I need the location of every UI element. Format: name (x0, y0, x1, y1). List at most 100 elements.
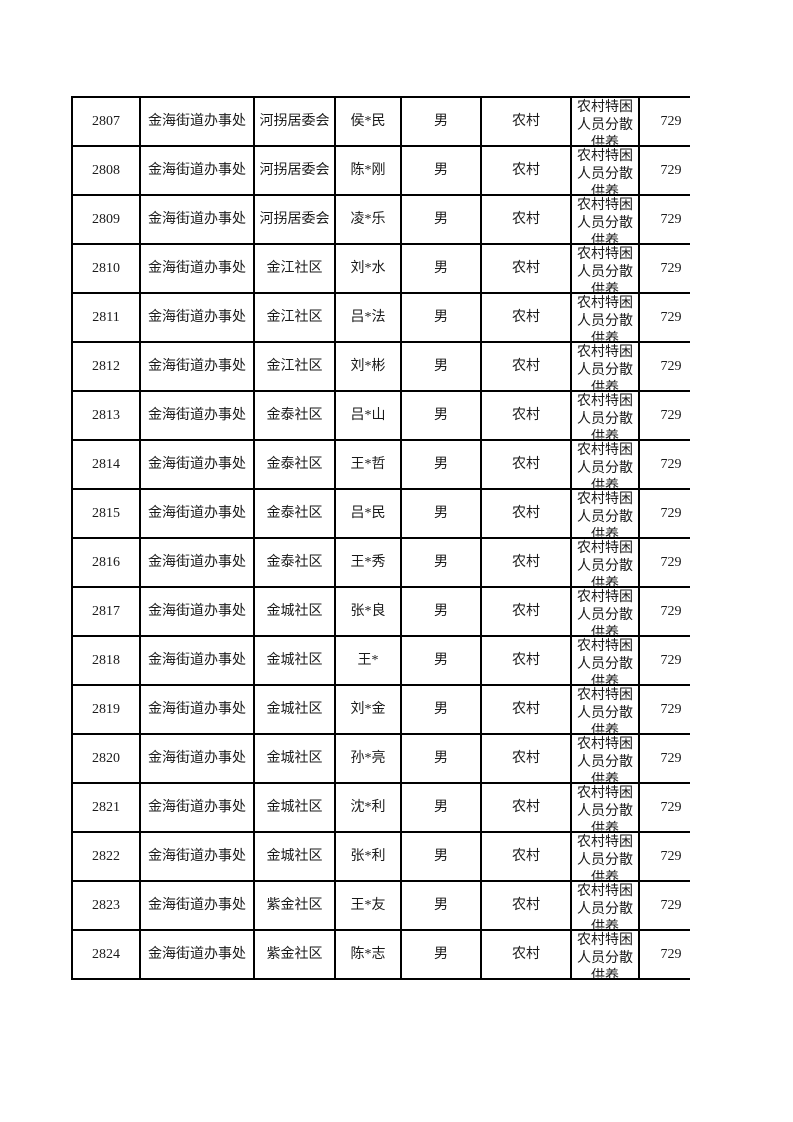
cell-community: 金城社区 (255, 686, 334, 733)
cell-category: 农村特困人员分散供养 (572, 490, 638, 537)
cell-residence: 农村 (482, 196, 570, 243)
cell-gender: 男 (402, 294, 480, 341)
cell-amount: 729 (640, 882, 702, 929)
cell-amount: 729 (640, 343, 702, 390)
cell-community: 金江社区 (255, 343, 334, 390)
cell-office: 金海街道办事处 (141, 98, 253, 145)
cell-name: 王*友 (336, 882, 400, 929)
cell-id: 2810 (73, 245, 139, 292)
cell-residence: 农村 (482, 539, 570, 586)
cell-gender: 男 (402, 735, 480, 782)
cell-office: 金海街道办事处 (141, 735, 253, 782)
category-text: 农村特困人员分散供养 (577, 639, 633, 684)
cell-name: 凌*乐 (336, 196, 400, 243)
cell-name: 孙*亮 (336, 735, 400, 782)
cell-name: 张*良 (336, 588, 400, 635)
category-text: 农村特困人员分散供养 (577, 835, 633, 880)
cell-amount: 729 (640, 637, 702, 684)
cell-residence: 农村 (482, 98, 570, 145)
cell-name: 王*秀 (336, 539, 400, 586)
cell-amount: 729 (640, 294, 702, 341)
cell-office: 金海街道办事处 (141, 343, 253, 390)
cell-community: 金泰社区 (255, 441, 334, 488)
cell-name: 王*哲 (336, 441, 400, 488)
cell-gender: 男 (402, 490, 480, 537)
cell-amount: 729 (640, 735, 702, 782)
cell-office: 金海街道办事处 (141, 833, 253, 880)
category-text: 农村特困人员分散供养 (577, 296, 633, 341)
cell-category: 农村特困人员分散供养 (572, 686, 638, 733)
cell-category: 农村特困人员分散供养 (572, 98, 638, 145)
cell-id: 2820 (73, 735, 139, 782)
category-text: 农村特困人员分散供养 (577, 443, 633, 488)
cell-residence: 农村 (482, 441, 570, 488)
cell-name: 刘*彬 (336, 343, 400, 390)
category-text: 农村特困人员分散供养 (577, 884, 633, 929)
cell-community: 金江社区 (255, 294, 334, 341)
cell-gender: 男 (402, 245, 480, 292)
cell-gender: 男 (402, 392, 480, 439)
cell-amount: 729 (640, 784, 702, 831)
cell-name: 刘*金 (336, 686, 400, 733)
cell-community: 河拐居委会 (255, 147, 334, 194)
category-text: 农村特困人员分散供养 (577, 492, 633, 537)
cell-name: 陈*刚 (336, 147, 400, 194)
cell-id: 2824 (73, 931, 139, 978)
cell-gender: 男 (402, 539, 480, 586)
cell-gender: 男 (402, 784, 480, 831)
cell-category: 农村特困人员分散供养 (572, 441, 638, 488)
cell-amount: 729 (640, 931, 702, 978)
category-text: 农村特困人员分散供养 (577, 590, 633, 635)
cell-community: 金城社区 (255, 735, 334, 782)
cell-office: 金海街道办事处 (141, 196, 253, 243)
cell-name: 王* (336, 637, 400, 684)
cell-community: 金泰社区 (255, 490, 334, 537)
cell-gender: 男 (402, 833, 480, 880)
cell-community: 金城社区 (255, 784, 334, 831)
cell-amount: 729 (640, 833, 702, 880)
cell-name: 吕*法 (336, 294, 400, 341)
cell-gender: 男 (402, 196, 480, 243)
cell-amount: 729 (640, 441, 702, 488)
cell-name: 陈*志 (336, 931, 400, 978)
cell-office: 金海街道办事处 (141, 441, 253, 488)
cell-residence: 农村 (482, 686, 570, 733)
cell-gender: 男 (402, 931, 480, 978)
cell-community: 河拐居委会 (255, 196, 334, 243)
cell-name: 侯*民 (336, 98, 400, 145)
cell-residence: 农村 (482, 833, 570, 880)
cell-id: 2823 (73, 882, 139, 929)
cell-id: 2817 (73, 588, 139, 635)
cell-gender: 男 (402, 343, 480, 390)
cell-residence: 农村 (482, 392, 570, 439)
cell-residence: 农村 (482, 343, 570, 390)
category-text: 农村特困人员分散供养 (577, 394, 633, 439)
cell-residence: 农村 (482, 637, 570, 684)
cell-category: 农村特困人员分散供养 (572, 196, 638, 243)
cell-amount: 729 (640, 392, 702, 439)
cell-category: 农村特困人员分散供养 (572, 637, 638, 684)
cell-gender: 男 (402, 98, 480, 145)
cell-id: 2809 (73, 196, 139, 243)
cell-id: 2813 (73, 392, 139, 439)
cell-id: 2815 (73, 490, 139, 537)
cell-name: 吕*山 (336, 392, 400, 439)
cell-office: 金海街道办事处 (141, 931, 253, 978)
cell-community: 金泰社区 (255, 392, 334, 439)
cell-id: 2822 (73, 833, 139, 880)
cell-community: 紫金社区 (255, 882, 334, 929)
cell-gender: 男 (402, 686, 480, 733)
cell-category: 农村特困人员分散供养 (572, 784, 638, 831)
cell-amount: 729 (640, 686, 702, 733)
cell-id: 2807 (73, 98, 139, 145)
cell-category: 农村特困人员分散供养 (572, 147, 638, 194)
cell-id: 2816 (73, 539, 139, 586)
cell-office: 金海街道办事处 (141, 882, 253, 929)
cell-office: 金海街道办事处 (141, 637, 253, 684)
cell-gender: 男 (402, 588, 480, 635)
cell-amount: 729 (640, 588, 702, 635)
cell-residence: 农村 (482, 882, 570, 929)
cell-office: 金海街道办事处 (141, 588, 253, 635)
cell-category: 农村特困人员分散供养 (572, 294, 638, 341)
